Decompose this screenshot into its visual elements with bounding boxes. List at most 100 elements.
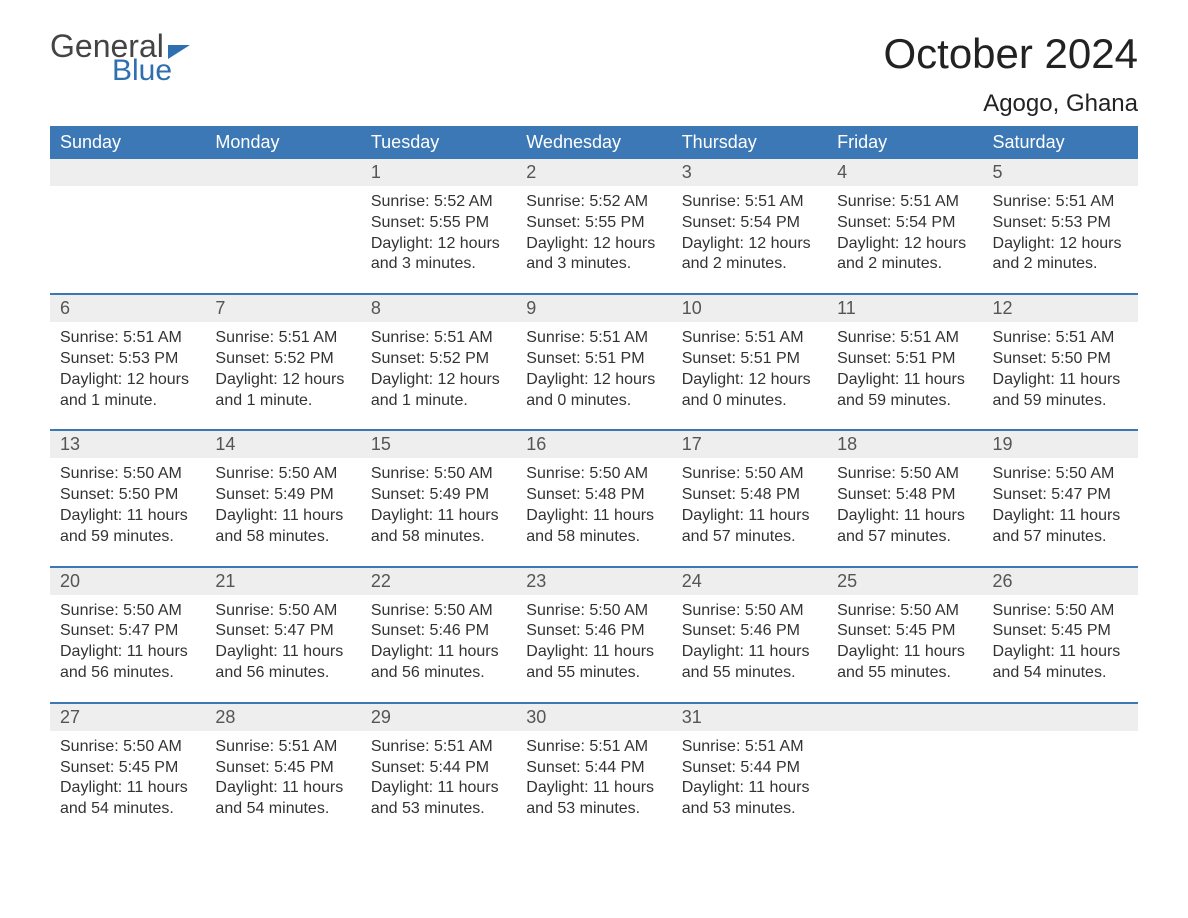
day-cell: Sunrise: 5:50 AMSunset: 5:47 PMDaylight:… bbox=[205, 595, 360, 702]
day-header: Friday bbox=[827, 126, 982, 159]
day-number: 8 bbox=[361, 295, 516, 322]
day-cell: Sunrise: 5:50 AMSunset: 5:47 PMDaylight:… bbox=[50, 595, 205, 702]
brand-triangle-icon bbox=[168, 45, 190, 59]
daylight-text: Daylight: 11 hours and 53 minutes. bbox=[371, 778, 506, 820]
month-title: October 2024 bbox=[883, 30, 1138, 78]
sunset-text: Sunset: 5:45 PM bbox=[60, 758, 195, 779]
day-cell: Sunrise: 5:51 AMSunset: 5:45 PMDaylight:… bbox=[205, 731, 360, 838]
day-number: 10 bbox=[672, 295, 827, 322]
day-number: 18 bbox=[827, 431, 982, 458]
day-number: 12 bbox=[983, 295, 1138, 322]
day-cell: Sunrise: 5:51 AMSunset: 5:51 PMDaylight:… bbox=[516, 322, 671, 429]
day-cell: Sunrise: 5:51 AMSunset: 5:51 PMDaylight:… bbox=[672, 322, 827, 429]
day-number: 4 bbox=[827, 159, 982, 186]
day-number: 14 bbox=[205, 431, 360, 458]
sunset-text: Sunset: 5:46 PM bbox=[371, 621, 506, 642]
day-number: 3 bbox=[672, 159, 827, 186]
sunrise-text: Sunrise: 5:50 AM bbox=[526, 464, 661, 485]
daylight-text: Daylight: 11 hours and 57 minutes. bbox=[682, 506, 817, 548]
day-number: 23 bbox=[516, 568, 671, 595]
day-number: 6 bbox=[50, 295, 205, 322]
day-number: 2 bbox=[516, 159, 671, 186]
calendar: Sunday Monday Tuesday Wednesday Thursday… bbox=[50, 126, 1138, 838]
daylight-text: Daylight: 11 hours and 58 minutes. bbox=[526, 506, 661, 548]
day-cell: Sunrise: 5:50 AMSunset: 5:45 PMDaylight:… bbox=[983, 595, 1138, 702]
sunset-text: Sunset: 5:52 PM bbox=[215, 349, 350, 370]
sunrise-text: Sunrise: 5:50 AM bbox=[60, 737, 195, 758]
day-cell: Sunrise: 5:51 AMSunset: 5:50 PMDaylight:… bbox=[983, 322, 1138, 429]
sunrise-text: Sunrise: 5:50 AM bbox=[215, 601, 350, 622]
sunrise-text: Sunrise: 5:50 AM bbox=[682, 601, 817, 622]
sunrise-text: Sunrise: 5:51 AM bbox=[215, 328, 350, 349]
day-number bbox=[50, 159, 205, 186]
sunrise-text: Sunrise: 5:50 AM bbox=[682, 464, 817, 485]
sunset-text: Sunset: 5:46 PM bbox=[682, 621, 817, 642]
sunrise-text: Sunrise: 5:51 AM bbox=[993, 192, 1128, 213]
daynum-row: 6789101112 bbox=[50, 293, 1138, 322]
day-header-row: Sunday Monday Tuesday Wednesday Thursday… bbox=[50, 126, 1138, 159]
day-cell: Sunrise: 5:51 AMSunset: 5:53 PMDaylight:… bbox=[983, 186, 1138, 293]
sunset-text: Sunset: 5:48 PM bbox=[837, 485, 972, 506]
daynum-row: 13141516171819 bbox=[50, 429, 1138, 458]
day-header: Sunday bbox=[50, 126, 205, 159]
brand-logo: General Blue bbox=[50, 30, 190, 86]
day-number: 27 bbox=[50, 704, 205, 731]
sunset-text: Sunset: 5:51 PM bbox=[837, 349, 972, 370]
sunset-text: Sunset: 5:45 PM bbox=[993, 621, 1128, 642]
sunset-text: Sunset: 5:46 PM bbox=[526, 621, 661, 642]
day-number: 24 bbox=[672, 568, 827, 595]
daylight-text: Daylight: 12 hours and 1 minute. bbox=[371, 370, 506, 412]
week-details-row: Sunrise: 5:52 AMSunset: 5:55 PMDaylight:… bbox=[50, 186, 1138, 293]
day-cell: Sunrise: 5:50 AMSunset: 5:49 PMDaylight:… bbox=[361, 458, 516, 565]
sunset-text: Sunset: 5:48 PM bbox=[526, 485, 661, 506]
daylight-text: Daylight: 11 hours and 59 minutes. bbox=[993, 370, 1128, 412]
sunset-text: Sunset: 5:53 PM bbox=[60, 349, 195, 370]
day-number: 29 bbox=[361, 704, 516, 731]
sunrise-text: Sunrise: 5:50 AM bbox=[60, 464, 195, 485]
day-number: 17 bbox=[672, 431, 827, 458]
day-cell: Sunrise: 5:50 AMSunset: 5:50 PMDaylight:… bbox=[50, 458, 205, 565]
day-number: 16 bbox=[516, 431, 671, 458]
day-cell bbox=[205, 186, 360, 293]
day-cell: Sunrise: 5:52 AMSunset: 5:55 PMDaylight:… bbox=[516, 186, 671, 293]
day-number: 20 bbox=[50, 568, 205, 595]
week-details-row: Sunrise: 5:51 AM Sunset: 5:53 PM Daylight:… bbox=[50, 322, 1138, 429]
day-cell: Sunrise: 5:50 AMSunset: 5:48 PMDaylight:… bbox=[672, 458, 827, 565]
sunset-text: Sunset: 5:53 PM bbox=[993, 213, 1128, 234]
daylight-text: Daylight: 11 hours and 54 minutes. bbox=[993, 642, 1128, 684]
day-number: 9 bbox=[516, 295, 671, 322]
sunset-text: Sunset: 5:49 PM bbox=[215, 485, 350, 506]
sunrise-text: Sunrise: 5:50 AM bbox=[526, 601, 661, 622]
sunset-text: Sunset: 5:44 PM bbox=[526, 758, 661, 779]
sunset-text: Sunset: 5:44 PM bbox=[371, 758, 506, 779]
daylight-text: Daylight: 11 hours and 58 minutes. bbox=[215, 506, 350, 548]
day-number: 5 bbox=[983, 159, 1138, 186]
sunrise-text: Sunrise: 5:51 AM bbox=[526, 737, 661, 758]
brand-word-2: Blue bbox=[112, 56, 190, 86]
sunrise-text: Sunrise: 5:50 AM bbox=[993, 601, 1128, 622]
sunrise-text: Sunrise: 5:50 AM bbox=[837, 601, 972, 622]
day-number: 13 bbox=[50, 431, 205, 458]
week-details-row: Sunrise: 5:50 AMSunset: 5:47 PMDaylight:… bbox=[50, 595, 1138, 702]
daylight-text: Daylight: 11 hours and 59 minutes. bbox=[60, 506, 195, 548]
daylight-text: Daylight: 11 hours and 56 minutes. bbox=[371, 642, 506, 684]
day-number: 11 bbox=[827, 295, 982, 322]
daylight-text: Daylight: 12 hours and 3 minutes. bbox=[526, 234, 661, 276]
sunrise-text: Sunrise: 5:50 AM bbox=[371, 601, 506, 622]
daylight-text: Daylight: 11 hours and 53 minutes. bbox=[682, 778, 817, 820]
header: General Blue October 2024 Agogo, Ghana bbox=[50, 30, 1138, 118]
daylight-text: Daylight: 12 hours and 1 minute. bbox=[215, 370, 350, 412]
day-number: 26 bbox=[983, 568, 1138, 595]
sunrise-text: Sunrise: 5:50 AM bbox=[837, 464, 972, 485]
day-cell: Sunrise: 5:51 AMSunset: 5:52 PMDaylight:… bbox=[361, 322, 516, 429]
daynum-row: 20212223242526 bbox=[50, 566, 1138, 595]
daynum-row: 12345 bbox=[50, 159, 1138, 186]
day-cell: Sunrise: 5:50 AMSunset: 5:46 PMDaylight:… bbox=[361, 595, 516, 702]
sunrise-text: Sunrise: 5:51 AM bbox=[682, 737, 817, 758]
sunset-text: Sunset: 5:54 PM bbox=[837, 213, 972, 234]
sunrise-text: Sunrise: 5:51 AM bbox=[682, 192, 817, 213]
day-number: 22 bbox=[361, 568, 516, 595]
day-cell bbox=[983, 731, 1138, 838]
sunrise-text: Sunrise: 5:51 AM bbox=[526, 328, 661, 349]
sunrise-text: Sunrise: 5:51 AM bbox=[371, 737, 506, 758]
